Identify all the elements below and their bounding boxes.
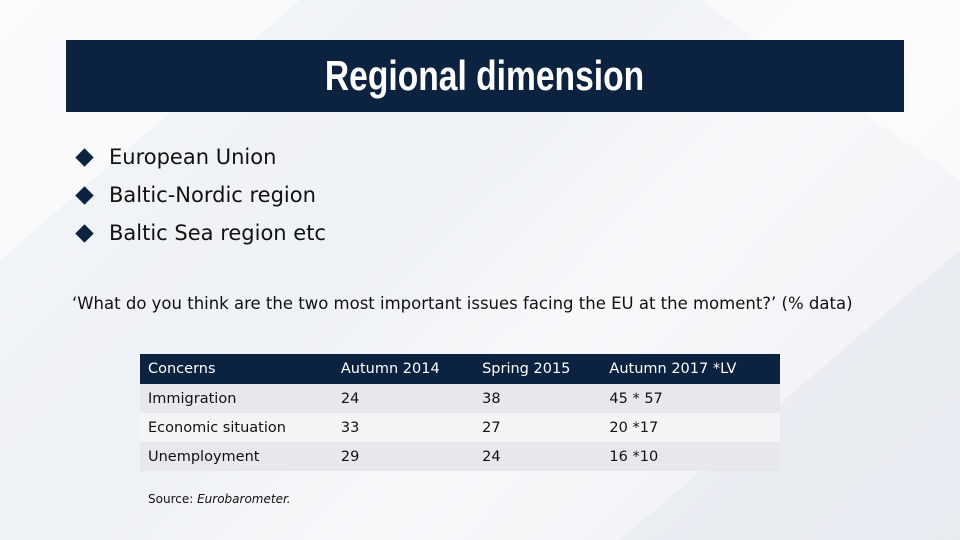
question: ‘What do you think are the two most impo…	[72, 294, 853, 313]
table-cell: 16 *10	[601, 442, 780, 471]
column-header: Spring 2015	[474, 354, 602, 384]
table-cell: Unemployment	[140, 442, 333, 471]
source-name: Eurobarometer.	[197, 492, 291, 506]
data-table: Concerns Autumn 2014 Spring 2015 Autumn 201…	[140, 354, 780, 471]
table-cell: 24	[474, 442, 602, 471]
bullet: Baltic-Nordic region	[75, 180, 316, 210]
table-cell: Economic situation	[140, 413, 333, 442]
table-row: Immigration 24 38 45 * 57	[140, 384, 780, 413]
source: Source: Eurobarometer.	[148, 492, 291, 506]
bullet-text: Baltic-Nordic region	[109, 183, 316, 207]
table-cell: 33	[332, 413, 475, 442]
table-cell: 20 *17	[601, 413, 780, 442]
title-bar: Regional dimension	[66, 40, 904, 112]
header-row: Concerns Autumn 2014 Spring 2015 Autumn 201…	[140, 354, 780, 384]
table-row: Unemployment 29 24 16 *10	[140, 442, 780, 471]
source-label: Source:	[148, 492, 198, 506]
column-header: Concerns	[140, 354, 333, 384]
table-cell: 27	[474, 413, 602, 442]
bullet-text: Baltic Sea region etc	[109, 221, 326, 245]
table-cell: 29	[332, 442, 475, 471]
table-cell: 24	[332, 384, 475, 413]
column-header: Autumn 2014	[332, 354, 475, 384]
table-row: Economic situation 33 27 20 *17	[140, 413, 780, 442]
column-header: Autumn 2017 *LV	[601, 354, 780, 384]
bullet: European Union	[75, 142, 277, 172]
bullet: Baltic Sea region etc	[75, 218, 326, 248]
title: Regional dimension	[325, 52, 645, 99]
bullet-text: European Union	[109, 145, 277, 169]
table-cell: 38	[474, 384, 602, 413]
table-cell: 45 * 57	[601, 384, 780, 413]
table-cell: Immigration	[140, 384, 333, 413]
